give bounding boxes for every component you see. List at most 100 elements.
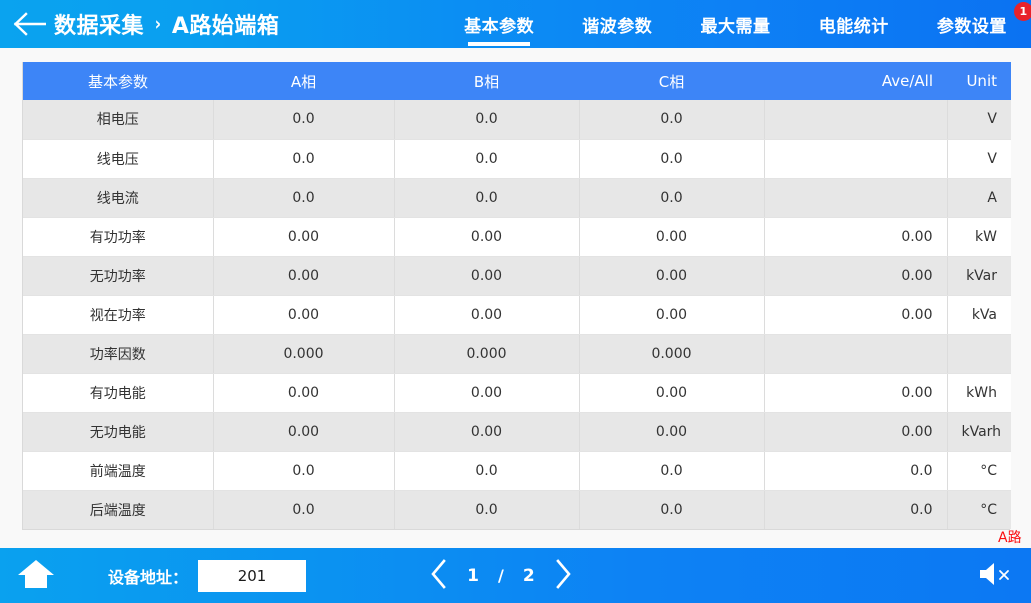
cell-phase-b: 0.00: [394, 373, 580, 413]
cell-phase-b: 0.00: [394, 256, 580, 296]
table-row: 后端温度 0.0 0.0 0.0 0.0 °C: [23, 490, 1011, 529]
table-row: 线电压 0.0 0.0 0.0 V: [23, 139, 1011, 179]
breadcrumb-current: A路始端箱: [171, 14, 280, 39]
column-header-unit: Unit: [947, 62, 1011, 100]
cell-average: 0.00: [764, 295, 948, 335]
chevron-right-icon: ›: [154, 12, 162, 35]
cell-phase-a: 0.0: [213, 451, 395, 491]
column-header-phase-b: B相: [394, 62, 579, 100]
cell-phase-b: 0.00: [394, 295, 580, 335]
cell-unit: V: [947, 100, 1011, 140]
cell-unit: kVarh: [947, 412, 1011, 452]
cell-average: 0.00: [764, 256, 948, 296]
column-header-phase-a: A相: [213, 62, 394, 100]
cell-average: [764, 100, 948, 140]
row-label: 相电压: [23, 100, 214, 140]
tab-label: 电能统计: [818, 16, 889, 37]
cell-phase-c: 0.0: [579, 139, 765, 179]
cell-phase-b: 0.0: [394, 490, 580, 529]
cell-phase-a: 0.0: [213, 139, 395, 179]
header-tabs: 基本参数 谐波参数 最大需量 电能统计 参数设置 1: [440, 0, 1031, 48]
tab-label: 基本参数: [464, 16, 535, 37]
cell-average: 0.0: [764, 490, 948, 529]
cell-phase-a: 0.00: [213, 217, 395, 257]
cell-unit: kWh: [947, 373, 1011, 413]
cell-average: 0.00: [764, 412, 948, 452]
cell-phase-c: 0.00: [579, 412, 765, 452]
row-label: 功率因数: [23, 334, 214, 374]
chevron-right-icon: [553, 558, 573, 593]
table-row: 无功功率 0.00 0.00 0.00 0.00 kVar: [23, 256, 1011, 296]
current-page: 1: [467, 565, 479, 586]
tab-label: 参数设置: [936, 16, 1007, 37]
cell-average: [764, 139, 948, 179]
cell-average: [764, 178, 948, 218]
next-page-button[interactable]: [542, 548, 584, 603]
cell-phase-a: 0.00: [213, 412, 395, 452]
notification-badge: 1: [1014, 2, 1031, 21]
cell-phase-b: 0.000: [394, 334, 580, 374]
cell-phase-b: 0.0: [394, 451, 580, 491]
cell-unit: [947, 334, 1011, 374]
cell-phase-b: 0.0: [394, 100, 580, 140]
parameters-table: 基本参数 A相 B相 C相 Ave/All Unit 相电压 0.0 0.0 0…: [23, 62, 1011, 529]
cell-phase-c: 0.00: [579, 295, 765, 335]
cell-unit: V: [947, 139, 1011, 179]
cell-unit: kVa: [947, 295, 1011, 335]
cell-phase-b: 0.00: [394, 412, 580, 452]
tab-parameter-settings[interactable]: 参数设置 1: [913, 0, 1031, 48]
cell-average: 0.00: [764, 373, 948, 413]
cell-phase-b: 0.00: [394, 217, 580, 257]
page-footer: 设备地址： 1 / 2: [0, 548, 1031, 603]
cell-phase-c: 0.000: [579, 334, 765, 374]
tab-energy-statistics[interactable]: 电能统计: [795, 0, 913, 48]
chevron-left-icon: [429, 558, 449, 593]
cell-unit: °C: [947, 490, 1011, 529]
table-header-row: 基本参数 A相 B相 C相 Ave/All Unit: [23, 62, 1011, 100]
home-icon: [16, 558, 56, 594]
mute-button[interactable]: [969, 548, 1023, 603]
speaker-mute-icon: [977, 560, 1015, 592]
cell-phase-b: 0.0: [394, 178, 580, 218]
route-annotation: A路: [998, 530, 1022, 546]
row-label: 无功电能: [23, 412, 214, 452]
prev-page-button[interactable]: [418, 548, 460, 603]
cell-phase-c: 0.00: [579, 256, 765, 296]
tab-label: 最大需量: [700, 16, 771, 37]
arrow-left-icon: [12, 11, 46, 37]
row-label: 有功功率: [23, 217, 214, 257]
cell-average: 0.0: [764, 451, 948, 491]
breadcrumb: 数据采集 › A路始端箱: [54, 8, 279, 40]
device-address-label: 设备地址：: [108, 567, 189, 587]
cell-phase-c: 0.0: [579, 490, 765, 529]
cell-phase-c: 0.00: [579, 217, 765, 257]
cell-average: [764, 334, 948, 374]
table-row: 有功功率 0.00 0.00 0.00 0.00 kW: [23, 217, 1011, 257]
tab-label: 谐波参数: [582, 16, 653, 37]
column-header-phase-c: C相: [579, 62, 764, 100]
row-label: 无功功率: [23, 256, 214, 296]
row-label: 线电压: [23, 139, 214, 179]
column-header-average: Ave/All: [764, 62, 947, 100]
cell-phase-b: 0.0: [394, 139, 580, 179]
column-header-name: 基本参数: [23, 62, 213, 100]
home-button[interactable]: [0, 548, 72, 603]
cell-unit: °C: [947, 451, 1011, 491]
pagination: 1 / 2: [418, 548, 584, 603]
cell-phase-a: 0.00: [213, 295, 395, 335]
cell-phase-c: 0.0: [579, 100, 765, 140]
table-row: 线电流 0.0 0.0 0.0 A: [23, 178, 1011, 218]
tab-basic-parameters[interactable]: 基本参数: [440, 0, 558, 48]
row-label: 有功电能: [23, 373, 214, 413]
back-button[interactable]: [0, 0, 58, 48]
row-label: 视在功率: [23, 295, 214, 335]
device-address-input[interactable]: [198, 559, 307, 592]
cell-phase-c: 0.00: [579, 373, 765, 413]
breadcrumb-root[interactable]: 数据采集: [54, 14, 145, 39]
cell-phase-c: 0.0: [579, 451, 765, 491]
cell-phase-c: 0.0: [579, 178, 765, 218]
total-pages: 2: [522, 565, 535, 586]
tab-harmonic-parameters[interactable]: 谐波参数: [558, 0, 676, 48]
tab-max-demand[interactable]: 最大需量: [676, 0, 794, 48]
